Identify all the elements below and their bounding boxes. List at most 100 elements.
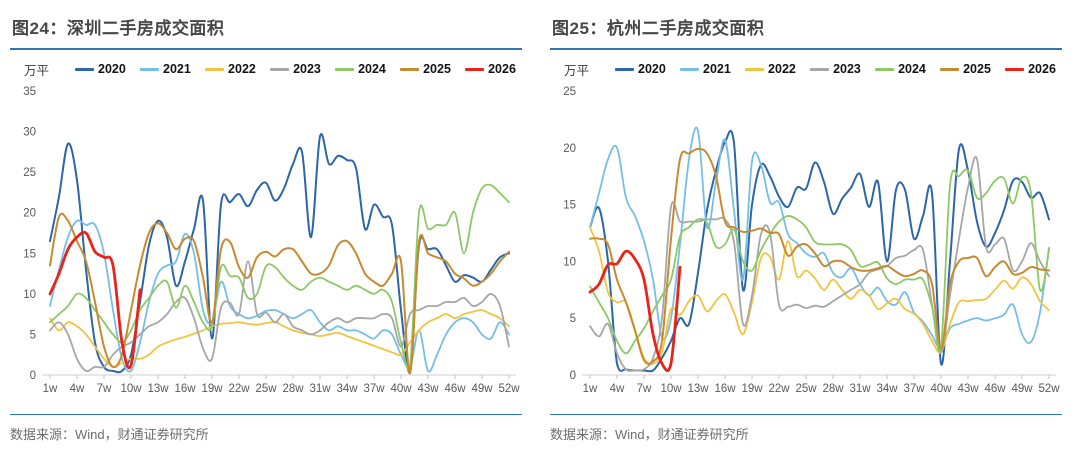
x-tick-label: 19w xyxy=(741,383,763,395)
x-tick-label: 22w xyxy=(768,383,790,395)
legend-swatch-2023 xyxy=(270,67,290,71)
y-tick-label: 10 xyxy=(23,289,36,301)
x-tick-label: 43w xyxy=(957,383,979,395)
legend-item-2025: 2025 xyxy=(400,62,451,76)
x-tick-label: 19w xyxy=(201,383,223,395)
x-tick-label: 46w xyxy=(444,383,466,395)
data-source-note: 数据来源：Wind，财通证券研究所 xyxy=(550,427,749,442)
y-tick-label: 10 xyxy=(563,256,576,268)
legend-item-2024: 2024 xyxy=(335,62,386,76)
x-tick-label: 1w xyxy=(583,383,598,395)
legend-item-2020: 2020 xyxy=(75,62,126,76)
legend-item-2024: 2024 xyxy=(875,62,926,76)
legend-swatch-2025 xyxy=(940,67,960,71)
series-2026-line xyxy=(48,230,142,370)
source-row: 数据来源：Wind，财通证券研究所 xyxy=(550,414,1062,444)
series-2022-line xyxy=(589,226,1050,365)
legend: 2020 2021 2022 2023 2024 2025 2026 xyxy=(75,62,516,76)
y-axis-unit-label: 万平 xyxy=(24,63,50,78)
x-tick-label: 34w xyxy=(876,383,898,395)
y-tick-label: 35 xyxy=(23,86,36,98)
x-tick-label: 7w xyxy=(637,383,652,395)
chart-header: 万平 2020 2021 2022 2023 2024 2025 2026 xyxy=(10,59,522,79)
legend-label: 2026 xyxy=(1028,62,1056,76)
data-source-note: 数据来源：Wind，财通证券研究所 xyxy=(10,427,209,442)
legend-swatch-2022 xyxy=(745,67,765,71)
legend-item-2022: 2022 xyxy=(745,62,796,76)
legend-item-2022: 2022 xyxy=(205,62,256,76)
legend-label: 2021 xyxy=(163,62,191,76)
x-tick-label: 4w xyxy=(70,383,85,395)
x-tick-label: 1w xyxy=(43,383,58,395)
legend-item-2025: 2025 xyxy=(940,62,991,76)
x-tick-label: 10w xyxy=(120,383,142,395)
legend-item-2023: 2023 xyxy=(810,62,861,76)
x-tick-label: 28w xyxy=(822,383,844,395)
series-2021-line xyxy=(49,219,510,373)
y-tick-label: 30 xyxy=(23,127,36,139)
legend-label: 2022 xyxy=(768,62,796,76)
y-tick-label: 0 xyxy=(570,370,576,382)
chart-header: 万平 2020 2021 2022 2023 2024 2025 2026 xyxy=(550,59,1062,79)
legend-item-2026: 2026 xyxy=(465,62,516,76)
x-tick-label: 31w xyxy=(309,383,331,395)
x-tick-label: 40w xyxy=(390,383,412,395)
legend-label: 2020 xyxy=(638,62,666,76)
x-tick-label: 4w xyxy=(610,383,625,395)
y-tick-label: 25 xyxy=(23,167,36,179)
legend-item-2021: 2021 xyxy=(140,62,191,76)
legend: 2020 2021 2022 2023 2024 2025 2026 xyxy=(615,62,1056,76)
legend-label: 2024 xyxy=(898,62,926,76)
legend-label: 2025 xyxy=(423,62,451,76)
legend-swatch-2020 xyxy=(75,67,95,71)
x-tick-label: 28w xyxy=(282,383,304,395)
legend-swatch-2025 xyxy=(400,67,420,71)
x-tick-label: 13w xyxy=(687,383,709,395)
x-tick-label: 13w xyxy=(147,383,169,395)
line-chart-shenzhen: 0 5 10 15 20 25 30 35 1w 4w 7w 10w 13w 16w 19w 22w 25w 28… xyxy=(23,86,520,395)
y-tick-label: 15 xyxy=(23,248,36,260)
legend-label: 2024 xyxy=(358,62,386,76)
source-row: 数据来源：Wind，财通证券研究所 xyxy=(10,414,522,444)
series-2025-line xyxy=(49,212,510,375)
series-2025-line xyxy=(589,147,1050,365)
series-2026-line xyxy=(588,249,682,372)
legend-swatch-2026 xyxy=(1005,67,1025,71)
x-tick-label: 7w xyxy=(97,383,112,395)
chart-panel-shenzhen: 图24：深圳二手房成交面积 万平 2020 2021 2022 2023 2024 202… xyxy=(0,8,540,451)
series-2023-line xyxy=(49,260,510,373)
x-tick-label: 52w xyxy=(498,383,520,395)
x-tick-label: 49w xyxy=(471,383,493,395)
y-tick-label: 5 xyxy=(570,313,576,325)
legend-label: 2022 xyxy=(228,62,256,76)
legend-item-2021: 2021 xyxy=(680,62,731,76)
chart-panel-hangzhou: 图25：杭州二手房成交面积 万平 2020 2021 2022 2023 2024 202… xyxy=(540,8,1080,451)
x-tick-label: 34w xyxy=(336,383,358,395)
legend-swatch-2021 xyxy=(680,67,700,71)
x-tick-label: 37w xyxy=(903,383,925,395)
legend-label: 2020 xyxy=(98,62,126,76)
x-tick-label: 37w xyxy=(363,383,385,395)
x-tick-label: 25w xyxy=(255,383,277,395)
x-tick-label: 40w xyxy=(930,383,952,395)
x-tick-label: 49w xyxy=(1011,383,1033,395)
legend-item-2023: 2023 xyxy=(270,62,321,76)
x-tick-label: 46w xyxy=(984,383,1006,395)
legend-swatch-2020 xyxy=(615,67,635,71)
y-axis-unit-label: 万平 xyxy=(564,63,590,78)
x-tick-label: 16w xyxy=(174,383,196,395)
panel-title-shenzhen: 图24：深圳二手房成交面积 xyxy=(10,8,522,50)
legend-label: 2023 xyxy=(833,62,861,76)
legend-swatch-2022 xyxy=(205,67,225,71)
y-tick-label: 0 xyxy=(30,370,36,382)
y-tick-label: 20 xyxy=(23,208,36,220)
legend-swatch-2024 xyxy=(875,67,895,71)
legend-swatch-2021 xyxy=(140,67,160,71)
x-tick-label: 10w xyxy=(660,383,682,395)
y-tick-label: 20 xyxy=(563,143,576,155)
legend-label: 2021 xyxy=(703,62,731,76)
legend-item-2020: 2020 xyxy=(615,62,666,76)
legend-label: 2026 xyxy=(488,62,516,76)
series-2023-line xyxy=(589,156,1050,372)
